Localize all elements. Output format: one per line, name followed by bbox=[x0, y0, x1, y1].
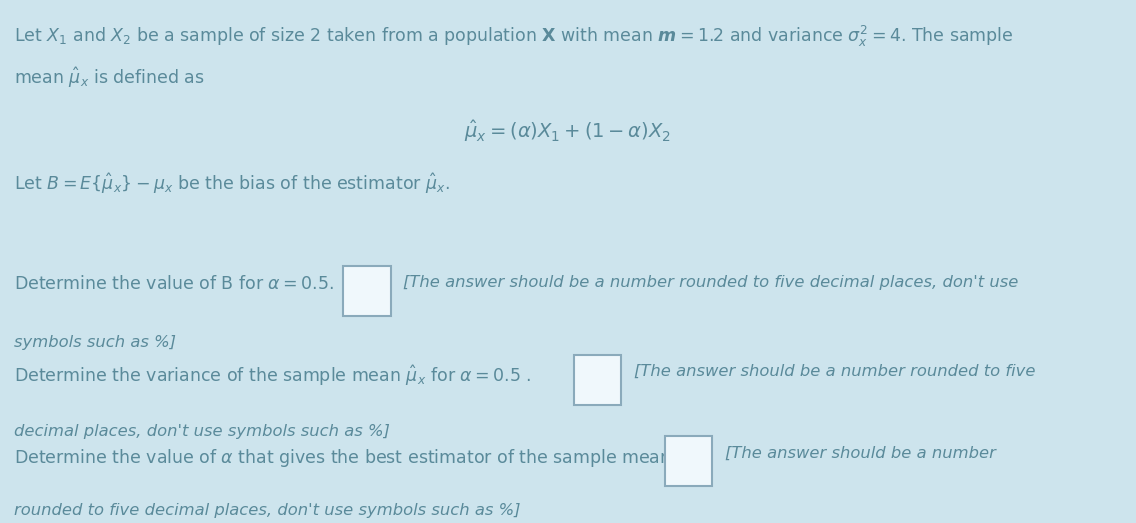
Text: Determine the value of B for $\alpha = 0.5$.: Determine the value of B for $\alpha = 0… bbox=[14, 275, 334, 292]
Text: decimal places, don't use symbols such as %]: decimal places, don't use symbols such a… bbox=[14, 424, 390, 439]
Text: [The answer should be a number rounded to five: [The answer should be a number rounded t… bbox=[634, 363, 1035, 379]
Text: Determine the variance of the sample mean $\hat{\mu}_x$ for $\alpha = 0.5$ .: Determine the variance of the sample mea… bbox=[14, 363, 531, 388]
Text: Determine the value of $\alpha$ that gives the best estimator of the sample mean: Determine the value of $\alpha$ that giv… bbox=[14, 446, 701, 470]
Text: Let $X_1$ and $X_2$ be a sample of size 2 taken from a population $\mathbf{X}$ w: Let $X_1$ and $X_2$ be a sample of size … bbox=[14, 24, 1013, 49]
Text: rounded to five decimal places, don't use symbols such as %]: rounded to five decimal places, don't us… bbox=[14, 503, 520, 518]
Text: Let $B = E\{\hat{\mu}_x\} - \mu_x$ be the bias of the estimator $\hat{\mu}_x$.: Let $B = E\{\hat{\mu}_x\} - \mu_x$ be th… bbox=[14, 172, 450, 196]
Text: mean $\hat{\mu}_x$ is defined as: mean $\hat{\mu}_x$ is defined as bbox=[14, 65, 204, 90]
Text: $\hat{\mu}_x = (\alpha)X_1 + (1 - \alpha)X_2$: $\hat{\mu}_x = (\alpha)X_1 + (1 - \alpha… bbox=[465, 118, 671, 144]
Text: symbols such as %]: symbols such as %] bbox=[14, 335, 176, 350]
FancyBboxPatch shape bbox=[574, 356, 621, 405]
Text: [The answer should be a number rounded to five decimal places, don't use: [The answer should be a number rounded t… bbox=[403, 275, 1019, 290]
FancyBboxPatch shape bbox=[343, 267, 391, 316]
Text: [The answer should be a number: [The answer should be a number bbox=[725, 446, 995, 461]
FancyBboxPatch shape bbox=[665, 436, 712, 486]
